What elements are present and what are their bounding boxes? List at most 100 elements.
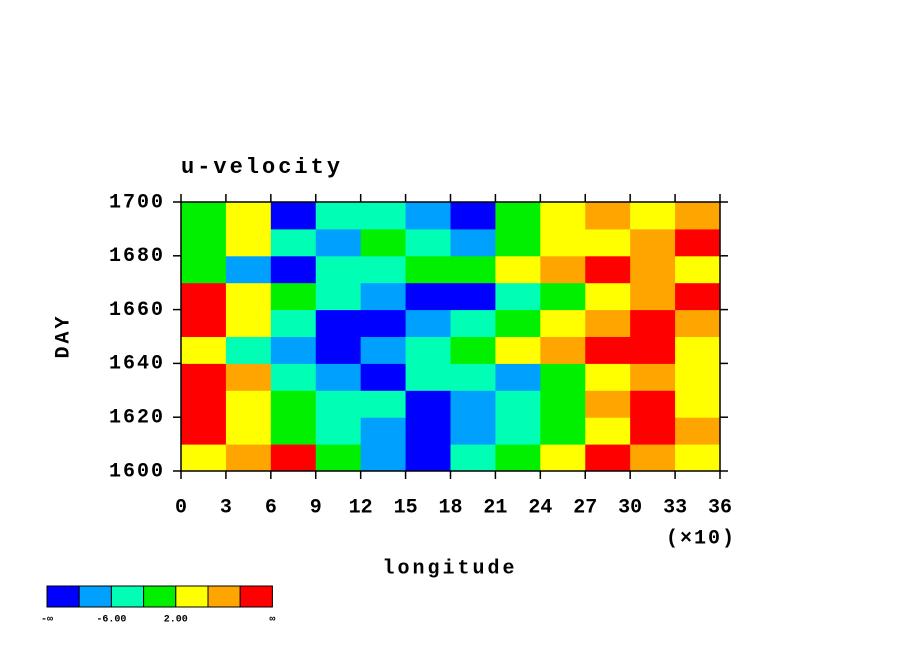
- heat-cell: [181, 228, 227, 257]
- colorbar-label: -∞: [41, 615, 53, 626]
- colorbar-box: [175, 585, 209, 608]
- heat-cell: [270, 228, 317, 257]
- heat-cell: [630, 336, 676, 364]
- heat-cell: [360, 309, 407, 337]
- heat-cell: [181, 309, 227, 337]
- x-tick-label: 36: [708, 496, 732, 519]
- heat-cell: [270, 336, 317, 364]
- x-tick-label: 21: [483, 496, 507, 519]
- heat-cell: [270, 444, 317, 472]
- x-tick-label: 18: [438, 496, 462, 519]
- heat-cell: [270, 417, 317, 445]
- heat-cell: [181, 202, 227, 230]
- heat-cell: [181, 255, 227, 284]
- heat-cell: [675, 309, 721, 337]
- heat-cell: [540, 363, 586, 391]
- y-tick-label: 1700: [109, 191, 165, 214]
- heat-cell: [495, 202, 541, 230]
- heat-cell: [315, 228, 362, 257]
- heat-cell: [630, 255, 676, 284]
- colorbar-box: [143, 585, 177, 608]
- heat-cell: [450, 255, 496, 284]
- heat-cell: [675, 255, 721, 284]
- heat-cell: [495, 444, 541, 472]
- heat-cell: [495, 390, 541, 418]
- colorbar-box: [46, 585, 80, 608]
- heat-cell: [540, 282, 586, 311]
- heat-cell: [181, 444, 227, 472]
- heat-cell: [405, 255, 451, 284]
- heat-cell: [585, 417, 631, 445]
- y-tick-label: 1620: [109, 406, 165, 429]
- heat-cell: [495, 363, 541, 391]
- heat-cell: [675, 417, 721, 445]
- heat-cell: [675, 202, 721, 230]
- colorbar-box: [207, 585, 241, 608]
- heat-cell: [630, 444, 676, 472]
- heat-cell: [585, 309, 631, 337]
- heat-cell: [585, 363, 631, 391]
- heat-cell: [585, 336, 631, 364]
- heat-cell: [450, 282, 496, 311]
- y-tick-label: 1680: [109, 245, 165, 268]
- heat-cell: [225, 282, 272, 311]
- heat-cell: [225, 363, 272, 391]
- heat-cell: [315, 417, 362, 445]
- heat-cell: [540, 417, 586, 445]
- heat-cell: [585, 282, 631, 311]
- heat-cell: [450, 336, 496, 364]
- heat-cell: [675, 363, 721, 391]
- heat-cell: [270, 202, 317, 230]
- heat-cell: [630, 202, 676, 230]
- x-tick-label: 27: [573, 496, 597, 519]
- heat-cell: [450, 363, 496, 391]
- y-axis-label: DAY: [52, 313, 75, 358]
- heat-cell: [450, 390, 496, 418]
- heat-cell: [360, 444, 407, 472]
- heat-cell: [405, 363, 451, 391]
- heat-cell: [675, 390, 721, 418]
- x-axis-label: longitude: [382, 557, 517, 580]
- heat-cell: [315, 336, 362, 364]
- heat-cell: [315, 202, 362, 230]
- x-tick-label: 0: [175, 496, 187, 519]
- colorbar-box: [239, 585, 273, 608]
- heat-cell: [495, 255, 541, 284]
- heat-cell: [450, 444, 496, 472]
- heat-cell: [270, 282, 317, 311]
- heat-cell: [360, 202, 407, 230]
- heat-cell: [315, 309, 362, 337]
- x-tick-label: 30: [618, 496, 642, 519]
- x-tick-label: 6: [265, 496, 277, 519]
- heat-cell: [495, 336, 541, 364]
- heat-cell: [315, 390, 362, 418]
- heat-cell: [675, 444, 721, 472]
- heat-cell: [585, 390, 631, 418]
- heat-cell: [630, 363, 676, 391]
- heat-cell: [181, 390, 227, 418]
- heat-cell: [315, 282, 362, 311]
- heat-cell: [225, 202, 272, 230]
- heat-cell: [540, 336, 586, 364]
- heat-cell: [450, 309, 496, 337]
- heat-cell: [181, 336, 227, 364]
- heat-cell: [360, 282, 407, 311]
- heat-cell: [405, 444, 451, 472]
- heat-cell: [630, 417, 676, 445]
- heat-cell: [540, 444, 586, 472]
- heat-cell: [270, 390, 317, 418]
- heat-cell: [360, 255, 407, 284]
- heat-cell: [360, 390, 407, 418]
- heat-cell: [405, 309, 451, 337]
- heat-cell: [225, 228, 272, 257]
- colorbar-box: [78, 585, 112, 608]
- x-multiplier: (×10): [666, 527, 736, 550]
- heat-cell: [270, 309, 317, 337]
- y-tick-label: 1600: [109, 460, 165, 483]
- heat-cell: [225, 390, 272, 418]
- heat-cell: [315, 255, 362, 284]
- heat-cell: [270, 255, 317, 284]
- y-tick-label: 1660: [109, 299, 165, 322]
- colorbar-label: ∞: [269, 615, 275, 626]
